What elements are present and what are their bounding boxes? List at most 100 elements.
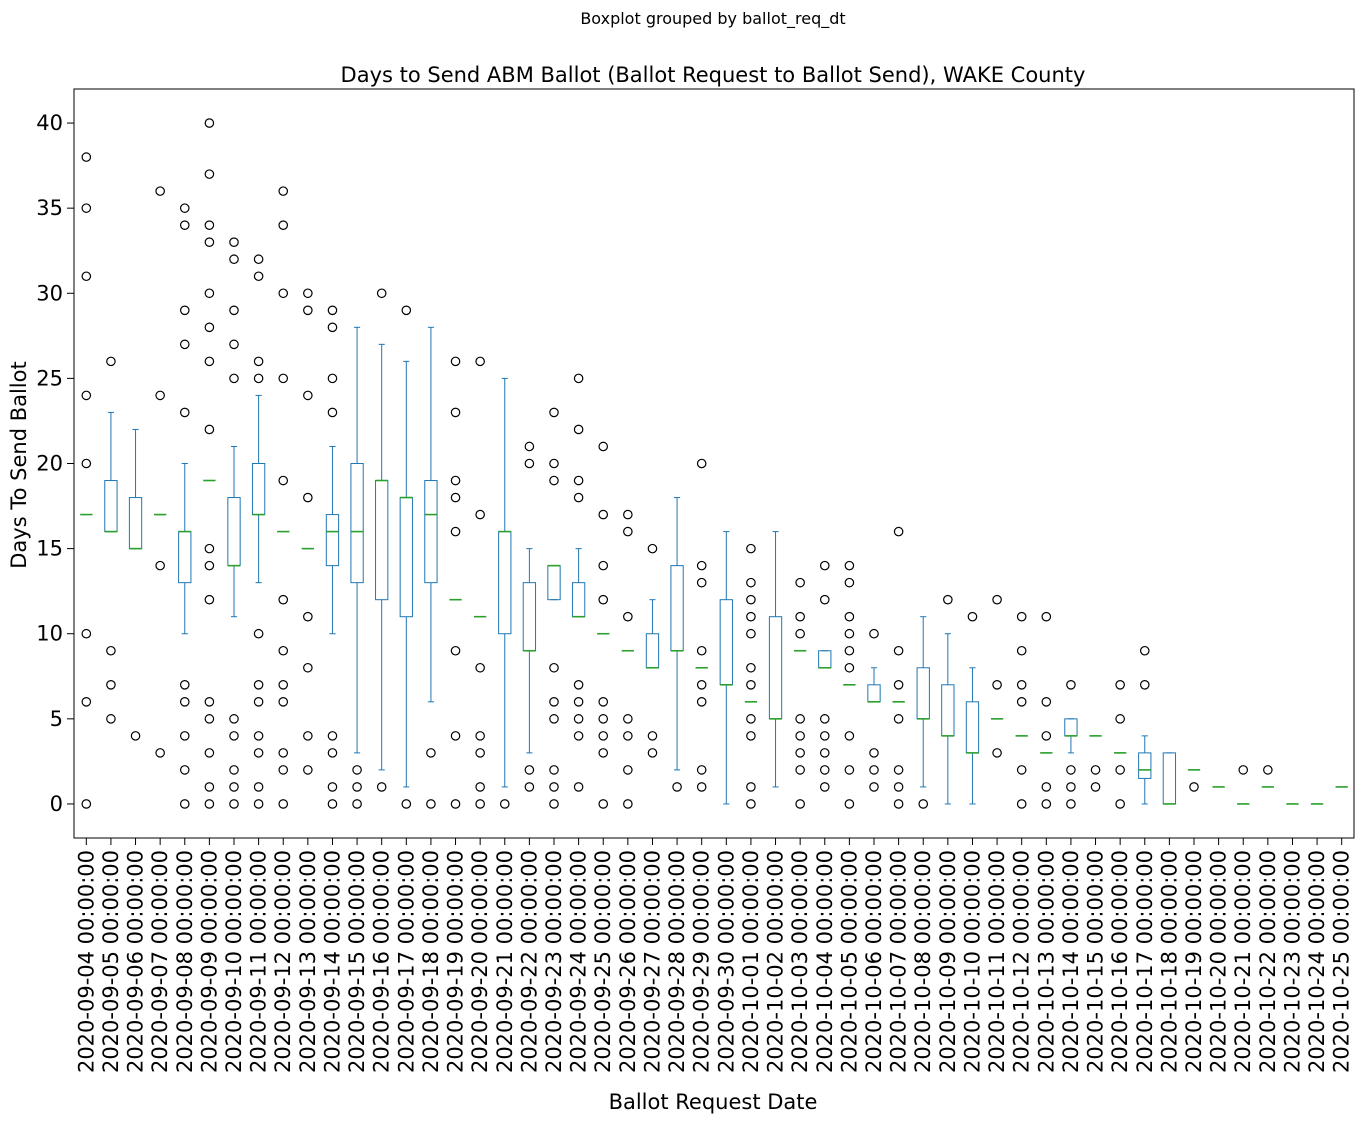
flier-point bbox=[819, 560, 830, 571]
flier-point bbox=[229, 254, 239, 265]
box bbox=[325, 514, 340, 567]
flier-point bbox=[623, 611, 633, 622]
x-tick-label: 2020-10-20 00:00:00 bbox=[1207, 850, 1231, 1073]
chart-title: Days to Send ABM Ballot (Ballot Request … bbox=[341, 63, 1086, 87]
flier-point bbox=[81, 390, 92, 401]
x-tick-label: 2020-09-15 00:00:00 bbox=[345, 850, 369, 1073]
flier-point bbox=[893, 799, 904, 809]
x-tick-label: 2020-09-29 00:00:00 bbox=[690, 850, 714, 1073]
box bbox=[965, 701, 980, 754]
flier-point bbox=[598, 731, 609, 741]
flier-point bbox=[647, 748, 658, 758]
flier-point bbox=[1139, 645, 1150, 656]
flier-point bbox=[746, 628, 756, 639]
x-tick-label: 2020-10-03 00:00:00 bbox=[788, 850, 812, 1073]
x-tick-label: 2020-09-24 00:00:00 bbox=[567, 850, 591, 1073]
flier-point bbox=[278, 748, 289, 758]
flier-point bbox=[992, 748, 1002, 758]
flier-point bbox=[1016, 679, 1027, 690]
flier-point bbox=[303, 765, 313, 775]
flier-point bbox=[598, 509, 609, 520]
flier-point bbox=[598, 714, 609, 724]
flier-point bbox=[352, 765, 362, 775]
flier-point bbox=[81, 697, 92, 707]
flier-point bbox=[376, 782, 387, 792]
flier-point bbox=[795, 731, 805, 741]
flier-point bbox=[992, 679, 1002, 690]
x-tick-label: 2020-10-16 00:00:00 bbox=[1108, 850, 1132, 1073]
flier-point bbox=[1016, 611, 1027, 622]
flier-point bbox=[1041, 731, 1052, 741]
x-tick-label: 2020-09-25 00:00:00 bbox=[591, 850, 615, 1073]
flier-point bbox=[647, 731, 658, 741]
flier-point bbox=[229, 237, 239, 248]
flier-point bbox=[746, 543, 756, 554]
flier-point bbox=[844, 645, 855, 656]
x-tick-label: 2020-10-09 00:00:00 bbox=[936, 850, 960, 1073]
flier-point bbox=[795, 611, 805, 622]
flier-point bbox=[106, 356, 116, 367]
x-tick-label: 2020-10-02 00:00:00 bbox=[764, 850, 788, 1073]
flier-point bbox=[893, 782, 904, 792]
flier-point bbox=[623, 526, 633, 537]
flier-point bbox=[819, 714, 830, 724]
flier-point bbox=[1041, 799, 1052, 809]
flier-point bbox=[179, 731, 190, 741]
x-tick-label: 2020-10-18 00:00:00 bbox=[1157, 850, 1181, 1073]
flier-point bbox=[844, 560, 855, 571]
flier-point bbox=[450, 407, 461, 418]
flier-point bbox=[524, 441, 535, 452]
x-tick-label: 2020-10-05 00:00:00 bbox=[837, 850, 861, 1073]
x-tick-label: 2020-09-05 00:00:00 bbox=[99, 850, 123, 1073]
flier-point bbox=[327, 373, 338, 384]
flier-point bbox=[746, 594, 756, 605]
x-tick-label: 2020-10-06 00:00:00 bbox=[862, 850, 886, 1073]
flier-point bbox=[229, 339, 239, 350]
x-tick-label: 2020-09-07 00:00:00 bbox=[148, 850, 172, 1073]
flier-point bbox=[204, 697, 215, 707]
flier-point bbox=[475, 356, 485, 367]
box bbox=[1138, 752, 1152, 779]
x-tick-label: 2020-09-20 00:00:00 bbox=[468, 850, 492, 1073]
flier-point bbox=[844, 731, 855, 741]
box bbox=[916, 667, 930, 720]
box bbox=[571, 582, 586, 618]
flier-point bbox=[475, 731, 485, 741]
flier-point bbox=[204, 118, 215, 128]
flier-point bbox=[1115, 679, 1125, 690]
flier-point bbox=[893, 526, 904, 537]
flier-point bbox=[1066, 782, 1076, 792]
flier-point bbox=[278, 645, 289, 656]
flier-point bbox=[278, 288, 289, 299]
flier-point bbox=[278, 799, 289, 809]
flier-point bbox=[376, 288, 387, 299]
flier-point bbox=[524, 782, 535, 792]
x-tick-label: 2020-10-24 00:00:00 bbox=[1305, 850, 1329, 1073]
flier-point bbox=[475, 662, 485, 673]
flier-point bbox=[1090, 782, 1101, 792]
flier-point bbox=[204, 782, 215, 792]
flier-point bbox=[278, 475, 289, 486]
flier-point bbox=[1041, 697, 1052, 707]
flier-point bbox=[1066, 799, 1076, 809]
flier-point bbox=[303, 492, 313, 503]
flier-point bbox=[893, 679, 904, 690]
flier-point bbox=[844, 662, 855, 673]
flier-point bbox=[229, 373, 239, 384]
x-tick-label: 2020-09-23 00:00:00 bbox=[542, 850, 566, 1073]
flier-point bbox=[229, 714, 239, 724]
flier-point bbox=[253, 356, 264, 367]
flier-point bbox=[303, 731, 313, 741]
flier-point bbox=[795, 799, 805, 809]
flier-point bbox=[844, 611, 855, 622]
flier-point bbox=[278, 697, 289, 707]
flier-point bbox=[967, 611, 978, 622]
x-tick-label: 2020-10-14 00:00:00 bbox=[1059, 850, 1083, 1073]
flier-point bbox=[1016, 799, 1027, 809]
flier-point bbox=[499, 799, 510, 809]
flier-point bbox=[229, 305, 239, 316]
flier-point bbox=[130, 731, 141, 741]
flier-point bbox=[623, 799, 633, 809]
